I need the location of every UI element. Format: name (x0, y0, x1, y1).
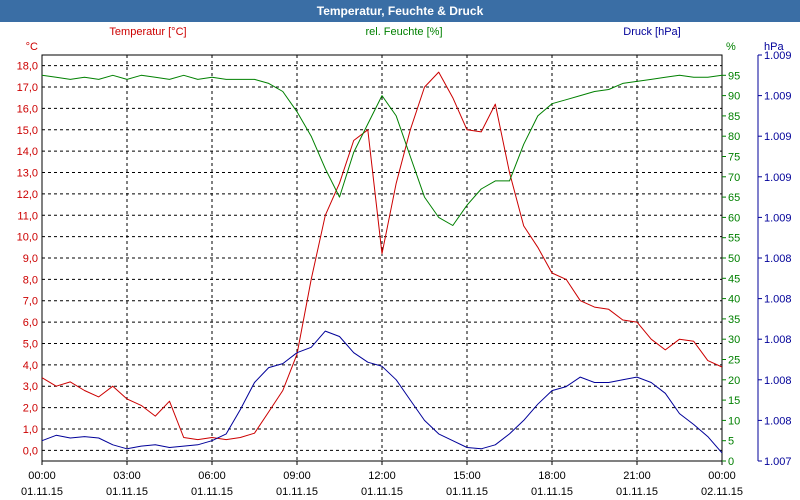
tick-label-pressure: 1.009 (764, 212, 792, 224)
tick-label-temperature: 2,0 (23, 403, 38, 415)
tick-label-humidity: 95 (728, 70, 740, 82)
tick-label-humidity: 70 (728, 172, 740, 184)
tick-label-temperature: 13,0 (17, 168, 38, 180)
tick-label-humidity: 55 (728, 233, 740, 245)
legend-pressure: Druck [hPa] (623, 26, 680, 38)
tick-label-humidity: 75 (728, 152, 740, 164)
tick-label-humidity: 10 (728, 415, 740, 427)
axes-group: 0,0 1,0 2,0 3,0 4,0 5,0 6,0 7,0 8,0 9,0 10,0 11,0 12… (17, 50, 792, 498)
axis-label-pressure: hPa (764, 41, 784, 53)
tick-label-humidity: 5 (728, 436, 734, 448)
tick-label-humidity: 65 (728, 192, 740, 204)
tick-label-temperature: 3,0 (23, 381, 38, 393)
tick-label-temperature: 12,0 (17, 189, 38, 201)
tick-label-pressure: 1.008 (764, 294, 792, 306)
tick-label-humidity: 25 (728, 355, 740, 367)
legend-humidity: rel. Feuchte [%] (365, 26, 442, 38)
tick-label-humidity: 15 (728, 395, 740, 407)
tick-label-temperature: 9,0 (23, 253, 38, 265)
tick-label-pressure: 1.008 (764, 253, 792, 265)
x-tick-time: 18:00 (538, 470, 566, 482)
tick-label-temperature: 16,0 (17, 103, 38, 115)
x-tick-date: 01.11.15 (531, 486, 573, 498)
tick-label-humidity: 35 (728, 314, 740, 326)
x-tick-time: 00:00 (28, 470, 56, 482)
tick-label-pressure: 1.009 (764, 131, 792, 143)
x-tick-date: 01.11.15 (446, 486, 488, 498)
tick-label-pressure: 1.007 (764, 456, 792, 468)
x-tick-time: 09:00 (283, 470, 311, 482)
x-tick-time: 21:00 (623, 470, 651, 482)
tick-label-temperature: 7,0 (23, 296, 38, 308)
tick-label-temperature: 17,0 (17, 82, 38, 94)
tick-label-temperature: 8,0 (23, 274, 38, 286)
x-tick-time: 00:00 (708, 470, 736, 482)
series-temperature (41, 71, 723, 441)
tick-label-humidity: 20 (728, 375, 740, 387)
x-tick-date: 02.11.15 (701, 486, 743, 498)
x-tick-time: 12:00 (368, 470, 396, 482)
tick-label-temperature: 18,0 (17, 61, 38, 73)
grid-lines (42, 55, 722, 461)
tick-label-humidity: 0 (728, 456, 734, 468)
x-tick-date: 01.11.15 (616, 486, 658, 498)
x-tick-time: 06:00 (198, 470, 226, 482)
tick-label-temperature: 10,0 (17, 232, 38, 244)
legend-temperature: Temperatur [°C] (109, 26, 186, 38)
tick-label-temperature: 1,0 (23, 424, 38, 436)
tick-label-temperature: 4,0 (23, 360, 38, 372)
axis-label-temperature: °C (26, 41, 38, 53)
chart-title: Temperatur, Feuchte & Druck (0, 0, 800, 22)
tick-label-pressure: 1.009 (764, 172, 792, 184)
tick-label-pressure: 1.009 (764, 50, 792, 62)
tick-label-humidity: 60 (728, 212, 740, 224)
tick-label-humidity: 80 (728, 131, 740, 143)
series-pressure (41, 330, 723, 454)
tick-label-humidity: 90 (728, 91, 740, 103)
series-group (41, 71, 723, 454)
axis-label-humidity: % (726, 41, 736, 53)
tick-label-pressure: 1.008 (764, 415, 792, 427)
x-tick-date: 01.11.15 (106, 486, 148, 498)
series-humidity (41, 74, 723, 226)
tick-label-humidity: 45 (728, 273, 740, 285)
tick-label-temperature: 14,0 (17, 146, 38, 158)
tick-label-humidity: 85 (728, 111, 740, 123)
tick-label-humidity: 40 (728, 294, 740, 306)
chart-background (0, 22, 800, 500)
tick-label-pressure: 1.008 (764, 375, 792, 387)
x-tick-date: 01.11.15 (191, 486, 233, 498)
x-tick-time: 03:00 (113, 470, 141, 482)
tick-label-pressure: 1.009 (764, 91, 792, 103)
tick-label-humidity: 30 (728, 334, 740, 346)
tick-label-temperature: 15,0 (17, 125, 38, 137)
x-tick-date: 01.11.15 (361, 486, 403, 498)
x-tick-date: 01.11.15 (276, 486, 318, 498)
tick-label-temperature: 11,0 (17, 210, 38, 222)
x-tick-date: 01.11.15 (21, 486, 63, 498)
tick-label-temperature: 6,0 (23, 317, 38, 329)
x-tick-time: 15:00 (453, 470, 481, 482)
tick-label-temperature: 0,0 (23, 445, 38, 457)
tick-label-humidity: 50 (728, 253, 740, 265)
tick-label-temperature: 5,0 (23, 338, 38, 350)
tick-label-pressure: 1.008 (764, 334, 792, 346)
